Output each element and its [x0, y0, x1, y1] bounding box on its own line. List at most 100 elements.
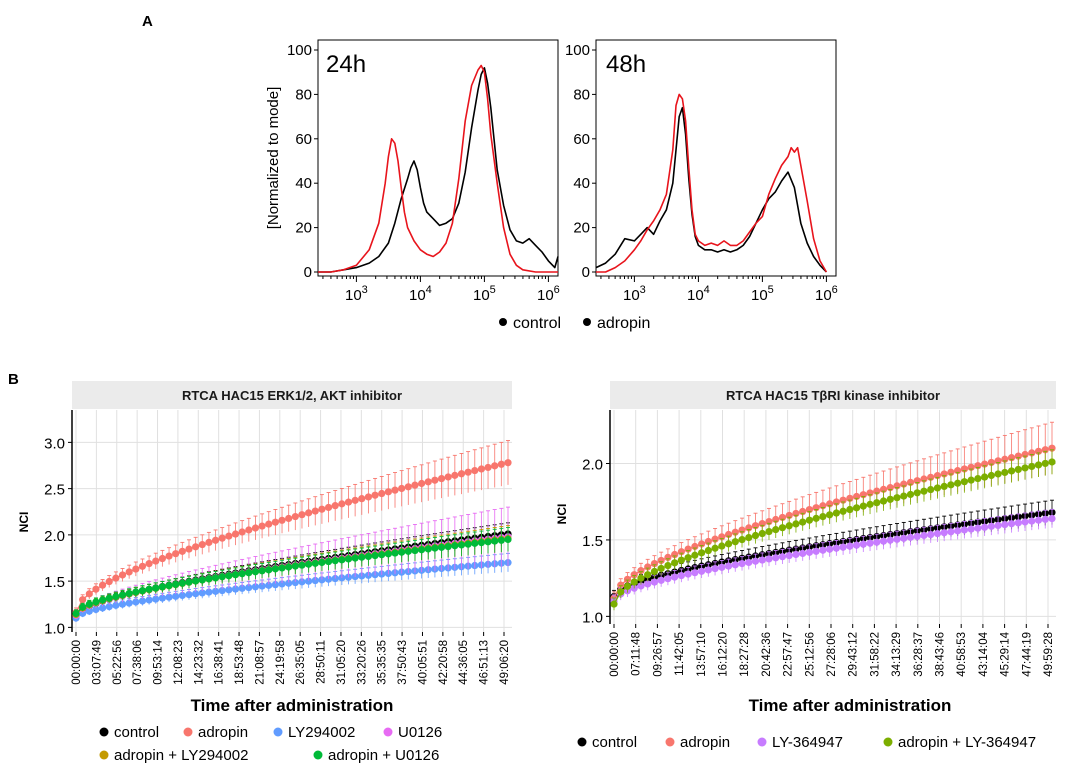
legend-dot-control [499, 318, 507, 326]
x-tick-exponent: 4 [426, 284, 432, 296]
facet-strip [72, 381, 512, 409]
x-tick-label: 47:44:19 [1021, 632, 1033, 677]
legend-label: adropin + LY-364947 [898, 734, 1036, 751]
legend-dot-adropin [583, 318, 591, 326]
x-tick-base: 10 [687, 287, 704, 304]
x-tick-label: 18:27:28 [739, 632, 751, 677]
facet-title: RTCA HAC15 TβRI kinase inhibitor [726, 388, 940, 403]
x-tick-label: 38:43:46 [935, 632, 947, 677]
series-line [613, 511, 1053, 597]
y-tick-label: 40 [295, 175, 312, 192]
x-tick-label: 14:23:32 [193, 640, 205, 685]
legend-label: LY-364947 [772, 734, 843, 751]
x-tick-label: 18:53:48 [234, 640, 246, 685]
y-axis-label: NCI [17, 512, 31, 533]
legend-label: adropin + U0126 [328, 747, 439, 764]
legend-dot [665, 737, 675, 747]
x-tick-label: 45:29:14 [1000, 631, 1012, 676]
x-tick-label: 37:50:43 [397, 640, 409, 685]
x-tick-label: 16:38:41 [214, 640, 226, 685]
x-tick-base: 10 [473, 287, 490, 304]
x-tick-base: 10 [623, 287, 640, 304]
x-tick-label: 49:59:28 [1043, 632, 1055, 677]
y-tick-label: 2.0 [44, 528, 65, 545]
legend-dot [577, 737, 587, 747]
panel-label-b: B [8, 371, 19, 388]
legend-label: control [592, 734, 637, 751]
legend-dot [99, 727, 109, 737]
x-tick-label: 28:50:11 [316, 640, 328, 684]
x-tick-label: 00:00:00 [71, 640, 83, 685]
x-tick-label: 42:20:58 [438, 640, 450, 685]
x-tick-base: 10 [345, 287, 362, 304]
x-tick-label: 11:42:05 [674, 632, 686, 676]
histogram-label: 48h [606, 51, 646, 78]
series-line [613, 517, 1053, 602]
series-line [75, 561, 509, 619]
y-tick-label: 1.0 [44, 620, 65, 637]
y-tick-label: 0 [582, 264, 590, 281]
x-tick-exponent: 6 [554, 284, 560, 296]
y-tick-label: 100 [287, 42, 312, 59]
legend-label: adropin [198, 724, 248, 741]
legend-label-adropin: adropin [597, 315, 650, 332]
facet-title: RTCA HAC15 ERK1/2, AKT inhibitor [182, 388, 402, 403]
legend-label-control: control [513, 315, 561, 332]
facet-strip [610, 381, 1056, 409]
series-ly-364947 [610, 508, 1056, 608]
x-tick-label: 36:28:37 [913, 632, 925, 677]
x-tick-label: 24:19:58 [275, 640, 287, 685]
legend-dot [313, 750, 323, 760]
x-tick-label: 13:57:10 [696, 632, 708, 677]
x-tick-label: 34:13:29 [891, 632, 903, 677]
x-tick-base: 10 [751, 287, 768, 304]
histogram-24h: 24h [Normalized to mode] 020406080100103… [265, 39, 560, 304]
plot-frame [595, 39, 837, 277]
data-point [1048, 458, 1056, 466]
x-tick-label: 31:05:20 [336, 640, 348, 685]
x-tick-label: 31:58:22 [869, 632, 881, 677]
legend-label: adropin + LY294002 [114, 747, 248, 764]
histogram-curve-control [595, 106, 827, 273]
x-tick-label: 106 [537, 284, 560, 304]
y-tick-label: 1.5 [44, 574, 65, 591]
series-adropin-ly-364947 [610, 449, 1056, 611]
x-tick-label: 26:35:05 [295, 640, 307, 685]
y-tick-label: 80 [573, 86, 590, 103]
legend-dot [273, 727, 283, 737]
x-tick-label: 07:38:06 [132, 640, 144, 685]
y-tick-label: 20 [573, 220, 590, 237]
x-tick-label: 07:11:48 [631, 632, 643, 676]
x-tick-label: 27:28:06 [826, 632, 838, 677]
legend-label: adropin [680, 734, 730, 751]
plot-frame [317, 39, 559, 277]
y-tick-label: 100 [565, 42, 590, 59]
x-tick-label: 22:57:47 [783, 632, 795, 677]
y-tick-label: 40 [573, 175, 590, 192]
x-tick-label: 40:05:51 [417, 640, 429, 685]
x-tick-base: 10 [409, 287, 426, 304]
series-line [75, 462, 509, 613]
x-tick-label: 44:36:05 [458, 640, 470, 685]
x-tick-label: 104 [687, 284, 710, 304]
series-line [613, 461, 1053, 605]
legend-erk-akt: control adropin LY294002 U0126 adropin + LY2… [99, 724, 442, 764]
x-tick-exponent: 5 [490, 284, 496, 296]
legend-label: U0126 [398, 724, 442, 741]
series-adropin [72, 440, 512, 618]
histogram-curve-control [318, 67, 559, 273]
legend-label: control [114, 724, 159, 741]
x-axis-title: Time after administration [749, 696, 952, 715]
x-tick-exponent: 6 [832, 284, 838, 296]
x-tick-base: 10 [815, 287, 832, 304]
x-tick-label: 20:42:36 [761, 632, 773, 677]
x-tick-exponent: 3 [362, 284, 368, 296]
series-adropin-u0126 [72, 527, 512, 618]
x-tick-label: 09:26:57 [652, 632, 664, 677]
x-tick-label: 12:08:23 [173, 640, 185, 685]
y-tick-label: 80 [295, 86, 312, 103]
x-tick-label: 35:35:35 [377, 640, 389, 685]
series-line [75, 538, 509, 615]
